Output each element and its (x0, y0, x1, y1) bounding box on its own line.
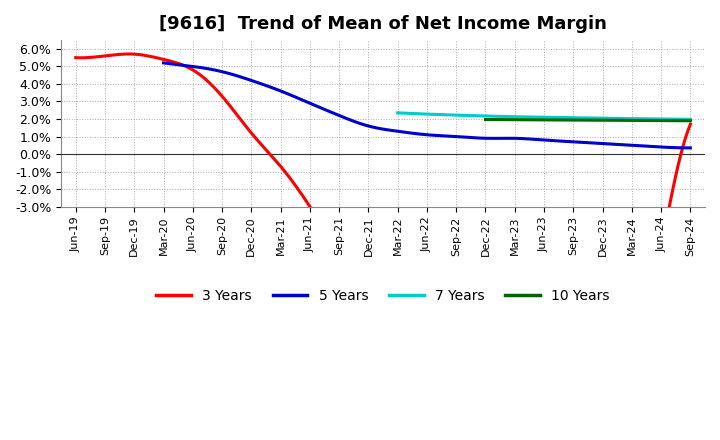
7 Years (393, 110, 402, 116)
3 Years (364, 310, 373, 315)
5 Years (473, 135, 482, 140)
7 Years (534, 114, 543, 120)
10 Years (481, 117, 490, 122)
Line: 7 Years: 7 Years (397, 113, 690, 119)
5 Years (410, 131, 418, 136)
5 Years (591, 140, 600, 146)
Line: 3 Years: 3 Years (76, 54, 690, 440)
7 Years (552, 115, 560, 120)
3 Years (368, 318, 377, 323)
7 Years (634, 116, 642, 121)
5 Years (413, 131, 421, 136)
5 Years (673, 145, 682, 150)
Line: 10 Years: 10 Years (485, 120, 690, 121)
3 Years (405, 396, 414, 401)
5 Years (159, 60, 168, 66)
5 Years (686, 145, 695, 150)
3 Years (71, 55, 80, 60)
7 Years (686, 117, 695, 122)
10 Years (578, 117, 587, 123)
7 Years (567, 115, 576, 121)
3 Years (125, 51, 133, 57)
3 Years (674, 163, 683, 168)
10 Years (686, 118, 695, 123)
Legend: 3 Years, 5 Years, 7 Years, 10 Years: 3 Years, 5 Years, 7 Years, 10 Years (151, 283, 615, 308)
10 Years (649, 118, 658, 123)
Title: [9616]  Trend of Mean of Net Income Margin: [9616] Trend of Mean of Net Income Margi… (159, 15, 607, 33)
5 Years (444, 133, 453, 139)
3 Years (686, 121, 695, 127)
10 Years (592, 117, 600, 123)
7 Years (679, 117, 688, 122)
Line: 5 Years: 5 Years (163, 63, 690, 148)
7 Years (532, 114, 541, 120)
10 Years (603, 117, 612, 123)
10 Years (681, 118, 690, 123)
10 Years (580, 117, 588, 123)
